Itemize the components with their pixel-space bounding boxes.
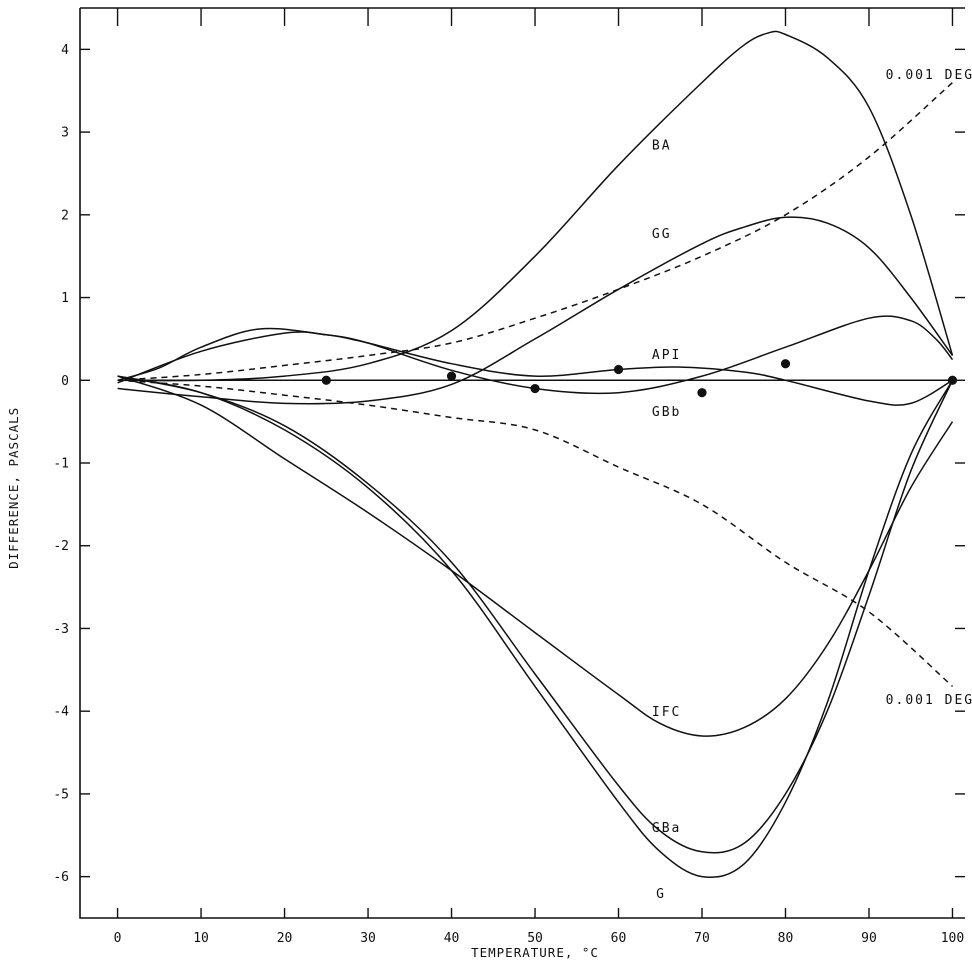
- series-line-ifc: [117, 375, 954, 737]
- data-point: [530, 383, 540, 394]
- y-tick-label: -1: [53, 457, 69, 472]
- curve-labels: BA GG API GBb IFC GBa G 0.001 DEG 0.001 DEG: [652, 68, 972, 902]
- y-tick-label: -3: [53, 622, 69, 637]
- x-tick-label: 100: [941, 931, 964, 946]
- curve-label: GG: [652, 227, 672, 242]
- curve-label: BA: [652, 139, 672, 154]
- series-line-0-001-deg: [117, 81, 953, 382]
- data-point: [697, 388, 707, 398]
- y-axis: -6 -5 -4 -3 -2 -1 0 1 2 3 4: [53, 43, 965, 885]
- x-tick-label: 90: [861, 931, 877, 946]
- series-line-0-001-deg: [117, 379, 953, 687]
- curve-label: IFC: [652, 705, 681, 720]
- data-point: [780, 359, 791, 369]
- y-tick-label: 0: [61, 374, 69, 389]
- x-tick-label: 10: [193, 931, 209, 946]
- series-curves: [117, 30, 954, 879]
- plot-frame: [79, 7, 965, 919]
- series-line-gbb: [117, 315, 954, 395]
- y-tick-label: -4: [53, 705, 69, 720]
- y-tick-label: 4: [61, 43, 69, 58]
- plot-area: [79, 7, 965, 919]
- curve-label: 0.001 DEG: [886, 693, 972, 708]
- x-tick-label: 80: [778, 931, 794, 946]
- curve-label: API: [652, 348, 681, 363]
- y-tick-label: -6: [53, 870, 69, 885]
- x-tick-label: 20: [277, 931, 293, 946]
- curve-label: GBb: [652, 405, 681, 420]
- x-tick-label: 40: [444, 931, 460, 946]
- y-tick-label: 1: [61, 291, 69, 306]
- curve-label: GBa: [652, 821, 681, 836]
- x-tick-label: 30: [360, 931, 376, 946]
- x-tick-label: 50: [527, 931, 543, 946]
- x-axis: 0 10 20 30 40 50 60 70 80 90 100: [114, 8, 964, 946]
- data-points: [321, 359, 958, 398]
- y-axis-title: DIFFERENCE, PASCALS: [6, 407, 21, 569]
- series-line-ba: [117, 30, 954, 382]
- curve-label: 0.001 DEG: [886, 68, 972, 83]
- y-tick-label: -2: [53, 539, 69, 554]
- series-line-g: [117, 375, 954, 879]
- curve-label: G: [656, 887, 666, 902]
- series-line-gba: [117, 375, 954, 854]
- x-tick-label: 0: [114, 931, 122, 946]
- data-point: [613, 364, 624, 375]
- data-point: [446, 371, 457, 381]
- data-point: [321, 375, 331, 385]
- x-tick-label: 60: [611, 931, 627, 946]
- y-tick-label: -5: [53, 787, 69, 802]
- x-axis-title: TEMPERATURE, °C: [471, 945, 599, 960]
- y-tick-label: 3: [61, 126, 69, 141]
- data-point: [947, 375, 958, 385]
- y-tick-label: 2: [61, 208, 69, 223]
- series-line-api: [117, 327, 953, 406]
- x-tick-label: 70: [694, 931, 710, 946]
